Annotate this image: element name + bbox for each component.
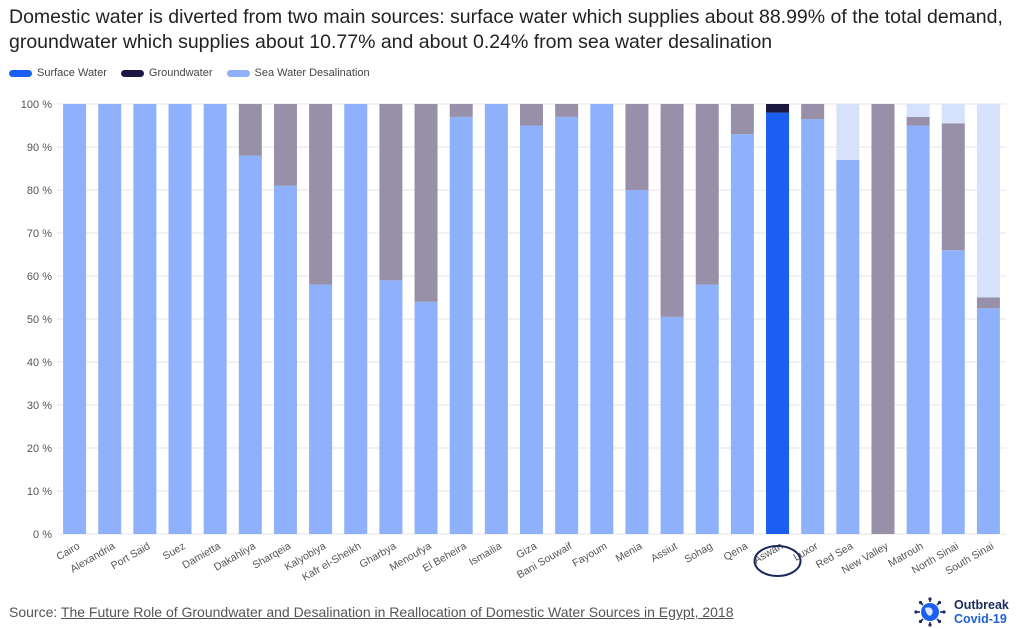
bar-surface-water (414, 301, 438, 534)
bar-surface-water (941, 250, 965, 534)
y-tick-label: 0 % (33, 529, 52, 541)
brand-logo: Outbreak Covid-19 (912, 597, 1022, 627)
bar-groundwater (238, 104, 262, 156)
y-tick-label: 30 % (27, 400, 52, 412)
x-tick-label: Fayoum (570, 540, 609, 569)
bar-surface-water (273, 185, 297, 534)
bar-groundwater (695, 104, 719, 285)
legend-item-groundwater[interactable]: Groundwater (120, 67, 213, 79)
source-link[interactable]: The Future Role of Groundwater and Desal… (60, 604, 734, 620)
bar-sea-water-desalination (976, 104, 1000, 298)
bar-surface-water (309, 284, 333, 534)
bar-surface-water (801, 119, 825, 535)
legend-swatch-surface-water (9, 69, 32, 77)
bar-surface-water (449, 116, 473, 535)
bar-groundwater (941, 123, 965, 251)
x-tick-label: Port Said (109, 540, 153, 572)
bar-surface-water (730, 134, 754, 534)
bar-groundwater (660, 104, 684, 317)
highlight-circle (753, 545, 802, 577)
bar-surface-water (203, 104, 227, 534)
y-tick-label: 40 % (27, 357, 52, 369)
bar-groundwater (414, 104, 438, 302)
legend-item-surface-water[interactable]: Surface Water (9, 67, 107, 79)
bar-groundwater (766, 104, 790, 113)
bar-surface-water (133, 104, 157, 534)
y-tick-label: 100 % (21, 99, 52, 111)
globe-virus-icon (914, 597, 946, 627)
brand-line-1: Outbreak (954, 598, 1009, 612)
brand-text: Outbreak Covid-19 (954, 598, 1009, 626)
bar-surface-water (660, 316, 684, 534)
bar-surface-water (379, 280, 403, 534)
chart-legend: Surface Water Groundwater Sea Water Desa… (9, 67, 370, 79)
bar-groundwater (625, 104, 649, 190)
bar-groundwater (906, 116, 930, 126)
bar-surface-water (238, 155, 262, 534)
x-tick-label: Assiut (649, 540, 680, 565)
bar-surface-water (98, 104, 122, 534)
source-label: Source: (9, 604, 61, 620)
bar-surface-water (168, 104, 192, 534)
legend-label-groundwater: Groundwater (148, 67, 213, 79)
legend-label-surface-water: Surface Water (37, 67, 107, 79)
source-line: Source: The Future Role of Groundwater a… (9, 604, 734, 620)
legend-label-sea-water-desalination: Sea Water Desalination (254, 67, 370, 79)
bar-groundwater (730, 104, 754, 135)
bar-groundwater (555, 104, 579, 117)
chart-title: Domestic water is diverted from two main… (9, 6, 1003, 53)
bar-surface-water (520, 125, 543, 534)
bar-surface-water (836, 159, 860, 534)
bar-surface-water (63, 104, 87, 534)
y-tick-label: 70 % (27, 228, 52, 240)
bar-surface-water (976, 308, 1000, 534)
bar-groundwater (273, 104, 297, 186)
y-tick-label: 60 % (27, 271, 52, 283)
bar-groundwater (379, 104, 403, 281)
bar-sea-water-desalination (836, 104, 860, 160)
bar-sea-water-desalination (906, 104, 930, 117)
bar-groundwater (871, 104, 895, 534)
brand-line-2: Covid-19 (954, 612, 1007, 626)
bar-sea-water-desalination (941, 104, 965, 124)
x-tick-label: Menia (614, 540, 645, 565)
bar-groundwater (976, 297, 1000, 309)
legend-swatch-sea-water-desalination (226, 69, 250, 77)
y-tick-label: 20 % (27, 443, 52, 455)
bar-groundwater (449, 104, 473, 117)
y-tick-label: 50 % (27, 314, 52, 326)
bar-surface-water (344, 104, 368, 534)
bar-surface-water (625, 190, 649, 534)
bar-surface-water (590, 104, 614, 534)
legend-item-sea-water-desalination[interactable]: Sea Water Desalination (226, 67, 370, 79)
bar-surface-water (766, 112, 790, 534)
bar-surface-water (484, 104, 508, 534)
bar-groundwater (801, 104, 825, 120)
y-tick-label: 10 % (27, 486, 52, 498)
x-tick-label: Qena (722, 540, 750, 563)
y-tick-label: 90 % (27, 142, 52, 154)
bar-surface-water (695, 284, 719, 534)
stacked-bar-chart: 0 % 10 % 20 % 30 % 40 % 50 % 60 % 70 % 80 % 90 % 1… (21, 99, 1006, 584)
x-tick-label: Sohag (682, 540, 714, 566)
bar-groundwater (520, 104, 543, 126)
y-tick-label: 80 % (27, 185, 52, 197)
bar-groundwater (309, 104, 333, 285)
legend-swatch-groundwater (120, 69, 144, 77)
bar-surface-water (555, 116, 579, 535)
bar-surface-water (906, 125, 930, 534)
x-tick-label: Ismailia (467, 540, 504, 568)
